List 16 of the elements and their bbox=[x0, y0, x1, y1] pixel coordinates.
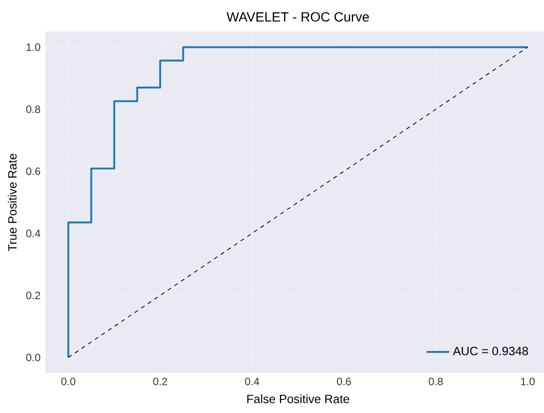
x-tick-label: 0.0 bbox=[61, 378, 76, 386]
x-tick-label: 1.0 bbox=[521, 378, 535, 386]
x-tick-label: 0.2 bbox=[153, 378, 168, 386]
y-tick-label: 0.0 bbox=[26, 354, 40, 362]
y-tick-label: 0.2 bbox=[26, 292, 40, 300]
chart-title: WAVELET - ROC Curve bbox=[226, 12, 369, 22]
y-axis-title: True Positive Rate bbox=[8, 154, 17, 252]
y-tick-label: 0.6 bbox=[26, 168, 40, 176]
x-tick-label: 0.6 bbox=[336, 378, 351, 386]
y-tick-label: 0.4 bbox=[26, 230, 40, 238]
x-tick-label: 0.8 bbox=[428, 378, 443, 386]
legend-label: AUC = 0.9348 bbox=[452, 346, 528, 356]
x-axis-title: False Positive Rate bbox=[247, 394, 350, 404]
y-tick-label: 1.0 bbox=[26, 43, 40, 51]
x-tick-label: 0.4 bbox=[245, 378, 260, 386]
y-tick-label: 0.8 bbox=[26, 105, 40, 114]
